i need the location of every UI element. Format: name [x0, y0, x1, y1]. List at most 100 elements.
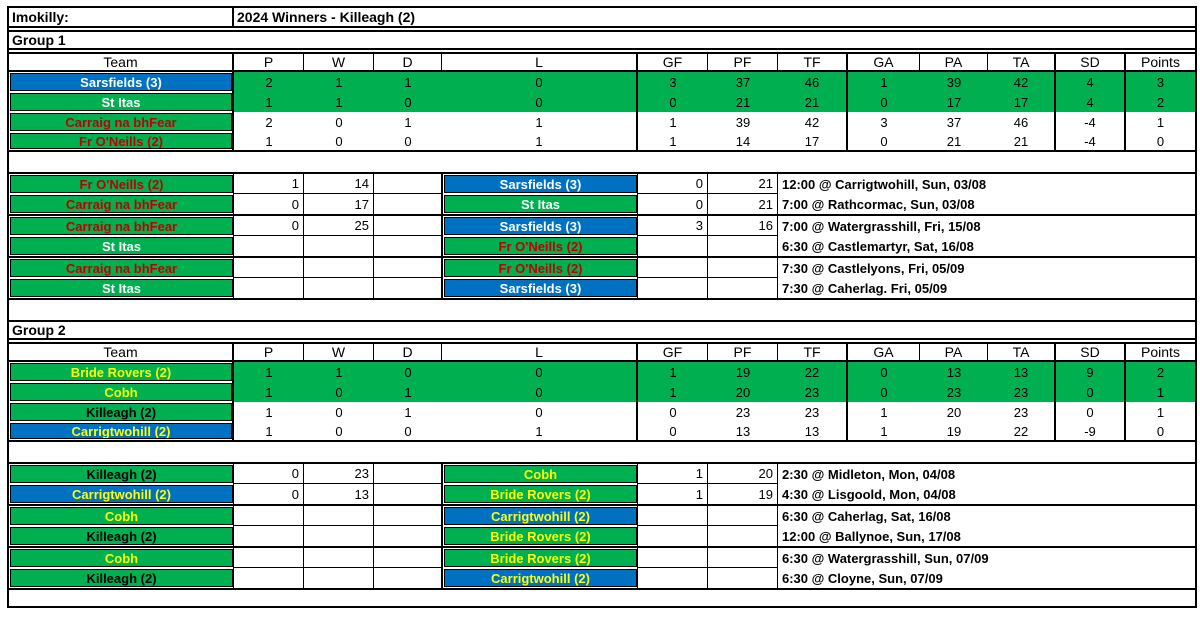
venue-cell: 7:30 @ Caherlag. Fri, 05/09: [782, 280, 948, 296]
fixture-row: Killeagh (2) 0 23 Cobh 1 20 2:30 @ Midleton, M…: [9, 464, 1195, 484]
home-points-cell: 23: [304, 464, 374, 484]
column-header-ga: GA: [848, 54, 920, 70]
away-goals-cell: [638, 526, 708, 546]
stat-cell-sd: 4: [1056, 92, 1126, 112]
away-points-cell: [708, 258, 778, 278]
stat-cell-ga: 0: [848, 92, 920, 112]
stat-cell-w: 0: [304, 402, 374, 422]
team-name: Cobh: [444, 465, 637, 483]
score-cell-blank: [374, 236, 442, 256]
stat-cell-l: 1: [442, 132, 638, 150]
home-goals-cell: [234, 548, 304, 568]
stat-cell-ta: 23: [988, 402, 1056, 422]
fixture-away-team: Sarsfields (3): [442, 174, 638, 194]
group-label: Group 1: [9, 30, 1195, 50]
column-header-points: Points: [1141, 54, 1180, 70]
fixture-home-team: Killeagh (2): [9, 568, 234, 588]
venue-cell: 12:00 @ Carrigtwohill, Sun, 03/08: [782, 176, 987, 192]
score-cell-blank: [374, 174, 442, 194]
team-name: St Itas: [10, 279, 233, 297]
home-points-cell: [304, 548, 374, 568]
column-header-pf: PF: [708, 54, 778, 70]
column-header-tf: TF: [778, 54, 848, 70]
stat-cell-sd: 9: [1056, 362, 1126, 382]
group-label: Group 2: [9, 320, 1195, 340]
home-points-cell: [304, 506, 374, 526]
score-cell-blank: [374, 526, 442, 546]
stat-cell-p: 1: [234, 422, 304, 440]
stat-cell-sd: 0: [1056, 402, 1126, 422]
stat-cell-l: 0: [442, 92, 638, 112]
standings-row: Cobh 1 0 1 0 1 20 23 0 23 23 0 1: [9, 382, 1195, 402]
home-points-cell: [304, 278, 374, 298]
stat-cell-pf: 14: [708, 132, 778, 150]
stat-cell-points: 3: [1126, 72, 1195, 92]
team-name: St Itas: [10, 237, 233, 255]
stat-cell-p: 1: [234, 382, 304, 402]
fixture-pair-block: Cobh Bride Rovers (2) 6:30 @ Watergrasshil…: [9, 546, 1195, 588]
away-goals-cell: [638, 258, 708, 278]
home-goals-cell: [234, 236, 304, 256]
column-header-gf: GF: [638, 344, 708, 360]
venue-cell: 7:00 @ Watergrasshill, Fri, 15/08: [782, 218, 981, 234]
column-header-ta: TA: [988, 344, 1056, 360]
stat-cell-ta: 17: [988, 92, 1056, 112]
stat-cell-pa: 37: [920, 112, 988, 132]
home-points-cell: 13: [304, 484, 374, 504]
fixture-pair-block: Cobh Carrigtwohill (2) 6:30 @ Caherlag, Sa…: [9, 504, 1195, 546]
stat-cell-points: 2: [1126, 362, 1195, 382]
stat-cell-ta: 23: [988, 382, 1056, 402]
stat-cell-gf: 3: [638, 72, 708, 92]
stat-cell-tf: 13: [778, 422, 848, 440]
fixture-row: St Itas Fr O'Neills (2) 6:30 @ Castlemarty…: [9, 236, 1195, 256]
fixture-away-team: Carrigtwohill (2): [442, 568, 638, 588]
venue-cell: 12:00 @ Ballynoe, Sun, 17/08: [782, 528, 961, 544]
stat-cell-pf: 13: [708, 422, 778, 440]
fixture-row: St Itas Sarsfields (3) 7:30 @ Caherlag. Fr…: [9, 278, 1195, 298]
group-section: Group 2 Team P W D L GF PF TF GA PA TA SD Points Bride…: [9, 320, 1195, 606]
home-points-cell: [304, 568, 374, 588]
team-name: Killeagh (2): [10, 527, 233, 545]
team-name: Bride Rovers (2): [444, 549, 637, 567]
venue-cell: 6:30 @ Cloyne, Sun, 07/09: [782, 570, 943, 586]
spacer-row: [9, 442, 1195, 462]
home-points-cell: [304, 526, 374, 546]
stat-cell-p: 2: [234, 112, 304, 132]
stat-cell-ta: 46: [988, 112, 1056, 132]
stat-cell-ta: 42: [988, 72, 1056, 92]
score-cell-blank: [374, 568, 442, 588]
fixture-home-team: Carraig na bhFear: [9, 258, 234, 278]
fixture-away-team: Cobh: [442, 464, 638, 484]
away-points-cell: [708, 548, 778, 568]
stat-cell-points: 2: [1126, 92, 1195, 112]
home-points-cell: 25: [304, 216, 374, 236]
venue-cell: 7:30 @ Castlelyons, Fri, 05/09: [782, 260, 965, 276]
stat-cell-pa: 39: [920, 72, 988, 92]
stat-cell-p: 1: [234, 402, 304, 422]
team-name: Fr O'Neills (2): [10, 175, 233, 193]
stat-cell-w: 0: [304, 382, 374, 402]
fixture-pair-block: Carraig na bhFear 0 25 Sarsfields (3) 3 16 7:0…: [9, 214, 1195, 256]
standings-row: Fr O'Neills (2) 1 0 0 1 1 14 17 0 21 21 -4 0: [9, 132, 1195, 152]
column-header-sd: SD: [1056, 344, 1126, 360]
stat-cell-d: 0: [374, 132, 442, 150]
competition-name: Imokilly:: [9, 8, 234, 26]
away-points-cell: [708, 526, 778, 546]
team-name: Sarsfields (3): [10, 73, 232, 91]
standings-row: St Itas 1 1 0 0 0 21 21 0 17 17 4 2: [9, 92, 1195, 112]
score-cell-blank: [374, 506, 442, 526]
fixture-row: Killeagh (2) Carrigtwohill (2) 6:30 @ Cloy…: [9, 568, 1195, 588]
stat-cell-l: 1: [442, 112, 638, 132]
stat-cell-pf: 37: [708, 72, 778, 92]
standings-row: Carrigtwohill (2) 1 0 0 1 0 13 13 1 19 22 -9 0: [9, 422, 1195, 442]
home-goals-cell: [234, 278, 304, 298]
venue-cell: 2:30 @ Midleton, Mon, 04/08: [782, 466, 956, 482]
column-header-points: Points: [1141, 344, 1180, 360]
column-header-team: Team: [9, 344, 234, 360]
away-goals-cell: 3: [638, 216, 708, 236]
column-header-pf: PF: [708, 344, 778, 360]
column-header-pa: PA: [920, 344, 988, 360]
away-points-cell: 19: [708, 484, 778, 504]
team-cell: Bride Rovers (2): [9, 362, 234, 382]
stat-cell-ga: 0: [848, 132, 920, 150]
